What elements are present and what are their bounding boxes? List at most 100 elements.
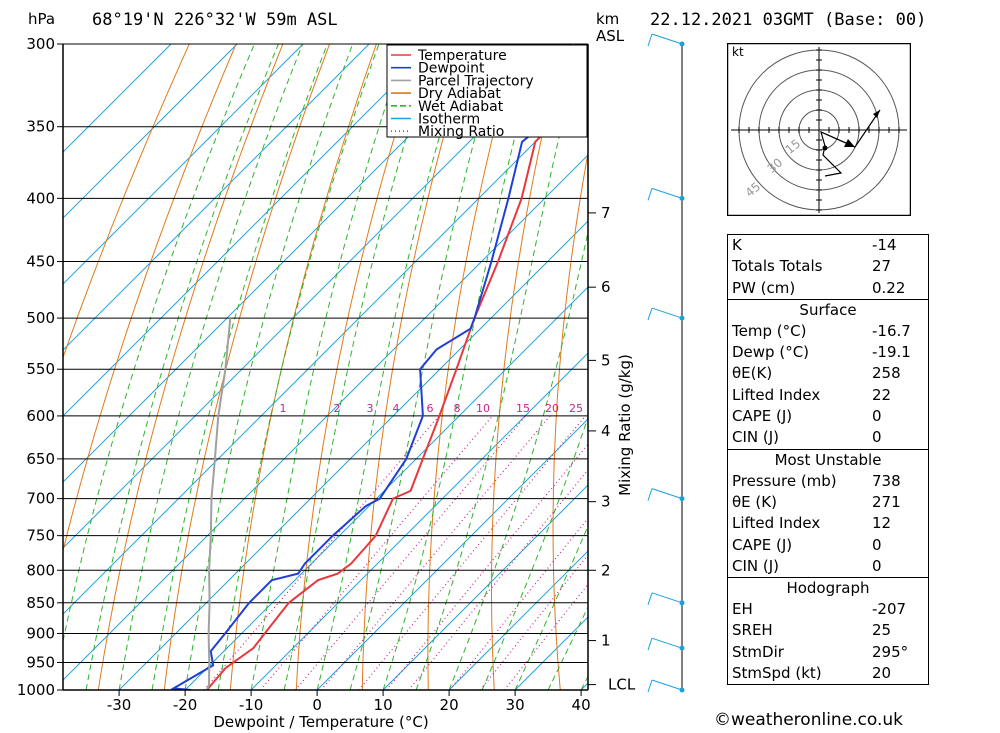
legend-entry: Isotherm: [418, 112, 480, 128]
most-unstable-label: Lifted Index: [732, 514, 821, 533]
axes: 1 2 3 4 6 8 10 15 20 25 -30 -20 -10 0 10 20 30 40 1 2 3 4 5 6 7 L…: [62, 44, 636, 714]
x-tick-label: -20: [173, 696, 198, 714]
wind-barb-flag: [647, 679, 653, 693]
mixing-ratio-label: 15: [516, 402, 530, 415]
footer-copyright[interactable]: ©weatheronline.co.uk: [714, 710, 904, 730]
mixing-ratio-line: [503, 583, 588, 690]
most-unstable-value: 0: [872, 535, 882, 554]
wet-adiabat-line: [250, 44, 407, 690]
surface-label: CIN (J): [732, 428, 780, 447]
isotherm-line: [63, 44, 568, 549]
pressure-tick-label: 300: [26, 35, 55, 53]
wet-adiabat-line: [547, 605, 588, 690]
location-title: 68°19'N 226°32'W 59m ASL: [92, 10, 338, 30]
km-tick-label: 3: [601, 493, 611, 511]
km-tick-label: 2: [601, 561, 611, 579]
dry-adiabat-line: [427, 44, 518, 690]
wind-barb-flag: [647, 307, 653, 321]
wind-barb-flag: [647, 33, 653, 47]
pressure-tick-label: 450: [26, 253, 55, 271]
profiles: [170, 44, 588, 690]
pw-row: PW (cm) 0.22: [728, 278, 928, 299]
mixing-ratio-label: 20: [545, 402, 559, 415]
wind-barb-staff: [651, 637, 683, 649]
surface-label: Temp (°C): [732, 321, 807, 340]
temperature-line: [206, 70, 588, 690]
hodograph-title: Hodograph: [786, 579, 870, 598]
mixing-ratio-line: [294, 415, 526, 690]
isotherm-line: [63, 88, 588, 615]
wind-barbs: [647, 33, 685, 693]
pressure-tick-label: 750: [26, 527, 55, 545]
mixing-ratio-label: 2: [334, 402, 341, 415]
wind-barb-staff: [651, 187, 683, 199]
mixing-ratio-line: [408, 468, 588, 690]
wind-barb-flag: [647, 188, 653, 201]
isotherm-line: [316, 418, 588, 690]
pressure-unit-label: hPa: [28, 10, 56, 28]
legend-entry: Parcel Trajectory: [418, 73, 534, 89]
most-unstable-value: 0: [872, 556, 882, 575]
pressure-tick-label: 400: [26, 189, 55, 207]
pressure-tick-label: 700: [26, 490, 55, 508]
legend-entry: Mixing Ratio: [418, 124, 504, 140]
asl-label: ASL: [596, 27, 625, 45]
wet-adiabat-line: [481, 415, 588, 690]
hodograph-row: EH -207: [728, 599, 928, 620]
dry-adiabat-line: [97, 44, 284, 690]
storm-arrowhead: [844, 139, 855, 147]
mixing-ratio-line: [320, 415, 551, 690]
km-tick-label: 6: [601, 278, 611, 296]
dry-adiabat-line: [361, 44, 471, 690]
lcl-label: LCL: [608, 676, 636, 694]
x-tick-label: -10: [239, 696, 264, 714]
pressure-tick-label: 650: [26, 450, 55, 468]
surface-label: Dewp (°C): [732, 343, 810, 362]
most-unstable-label: CIN (J): [732, 556, 780, 575]
mixing-ratio-line: [386, 443, 588, 690]
pressure-tick-label: 600: [26, 407, 55, 425]
hodograph-top-arrowhead: [873, 110, 880, 118]
most-unstable-title: Most Unstable: [774, 450, 882, 469]
pressure-tick-label: 950: [26, 653, 55, 671]
hodograph-value: -207: [872, 600, 907, 619]
x-tick-label: -30: [107, 696, 132, 714]
k-index-row: K -14: [728, 235, 928, 256]
hodograph-value: 295°: [872, 642, 909, 661]
most-unstable-label: CAPE (J): [732, 535, 793, 554]
dry-adiabat-line: [63, 44, 190, 359]
hodograph-row: StmSpd (kt) 20: [728, 663, 928, 684]
wet-adiabat-line: [118, 44, 304, 690]
x-tick-label: 30: [506, 696, 525, 714]
surface-value: 22: [872, 385, 892, 404]
pressure-tick-label: 1000: [17, 681, 55, 699]
wind-barb-staff: [651, 307, 683, 319]
km-tick-label: 5: [601, 351, 611, 369]
isotherm-line: [63, 154, 588, 681]
legend-entry: Dry Adiabat: [418, 86, 501, 102]
wet-adiabat-line: [349, 44, 502, 690]
isotherm-line: [63, 44, 502, 483]
mixing-ratio-label: 1: [280, 402, 287, 415]
x-tick-label: 0: [312, 696, 322, 714]
surface-value: -19.1: [872, 343, 911, 362]
hodograph-value: 20: [872, 664, 892, 683]
hodograph-label: StmDir: [732, 642, 784, 661]
skewt-chart: 3003504004505005506006507007508008509009…: [17, 33, 685, 731]
isotherm-line: [63, 44, 436, 417]
wind-barb-staff: [651, 592, 683, 604]
most-unstable-value: 738: [872, 471, 901, 490]
surface-section: Surface Temp (°C) -16.7 Dewp (°C) -19.1 θE(K…: [728, 298, 928, 449]
storm-motion-dot: [822, 145, 828, 151]
most-unstable-value: 271: [872, 492, 901, 511]
most-unstable-row: CAPE (J) 0: [728, 535, 928, 556]
most-unstable-label: Pressure (mb): [732, 471, 837, 490]
isotherm-line: [63, 44, 370, 351]
surface-label: θE(K): [732, 364, 773, 383]
parcel-trajectory-line: [205, 318, 232, 690]
mixing-ratio-line: [358, 415, 586, 690]
legend-entry: Wet Adiabat: [418, 99, 504, 115]
most-unstable-section: Most Unstable Pressure (mb) 738 θE (K) 271 L…: [728, 448, 928, 577]
isotherm-line: [250, 352, 588, 690]
